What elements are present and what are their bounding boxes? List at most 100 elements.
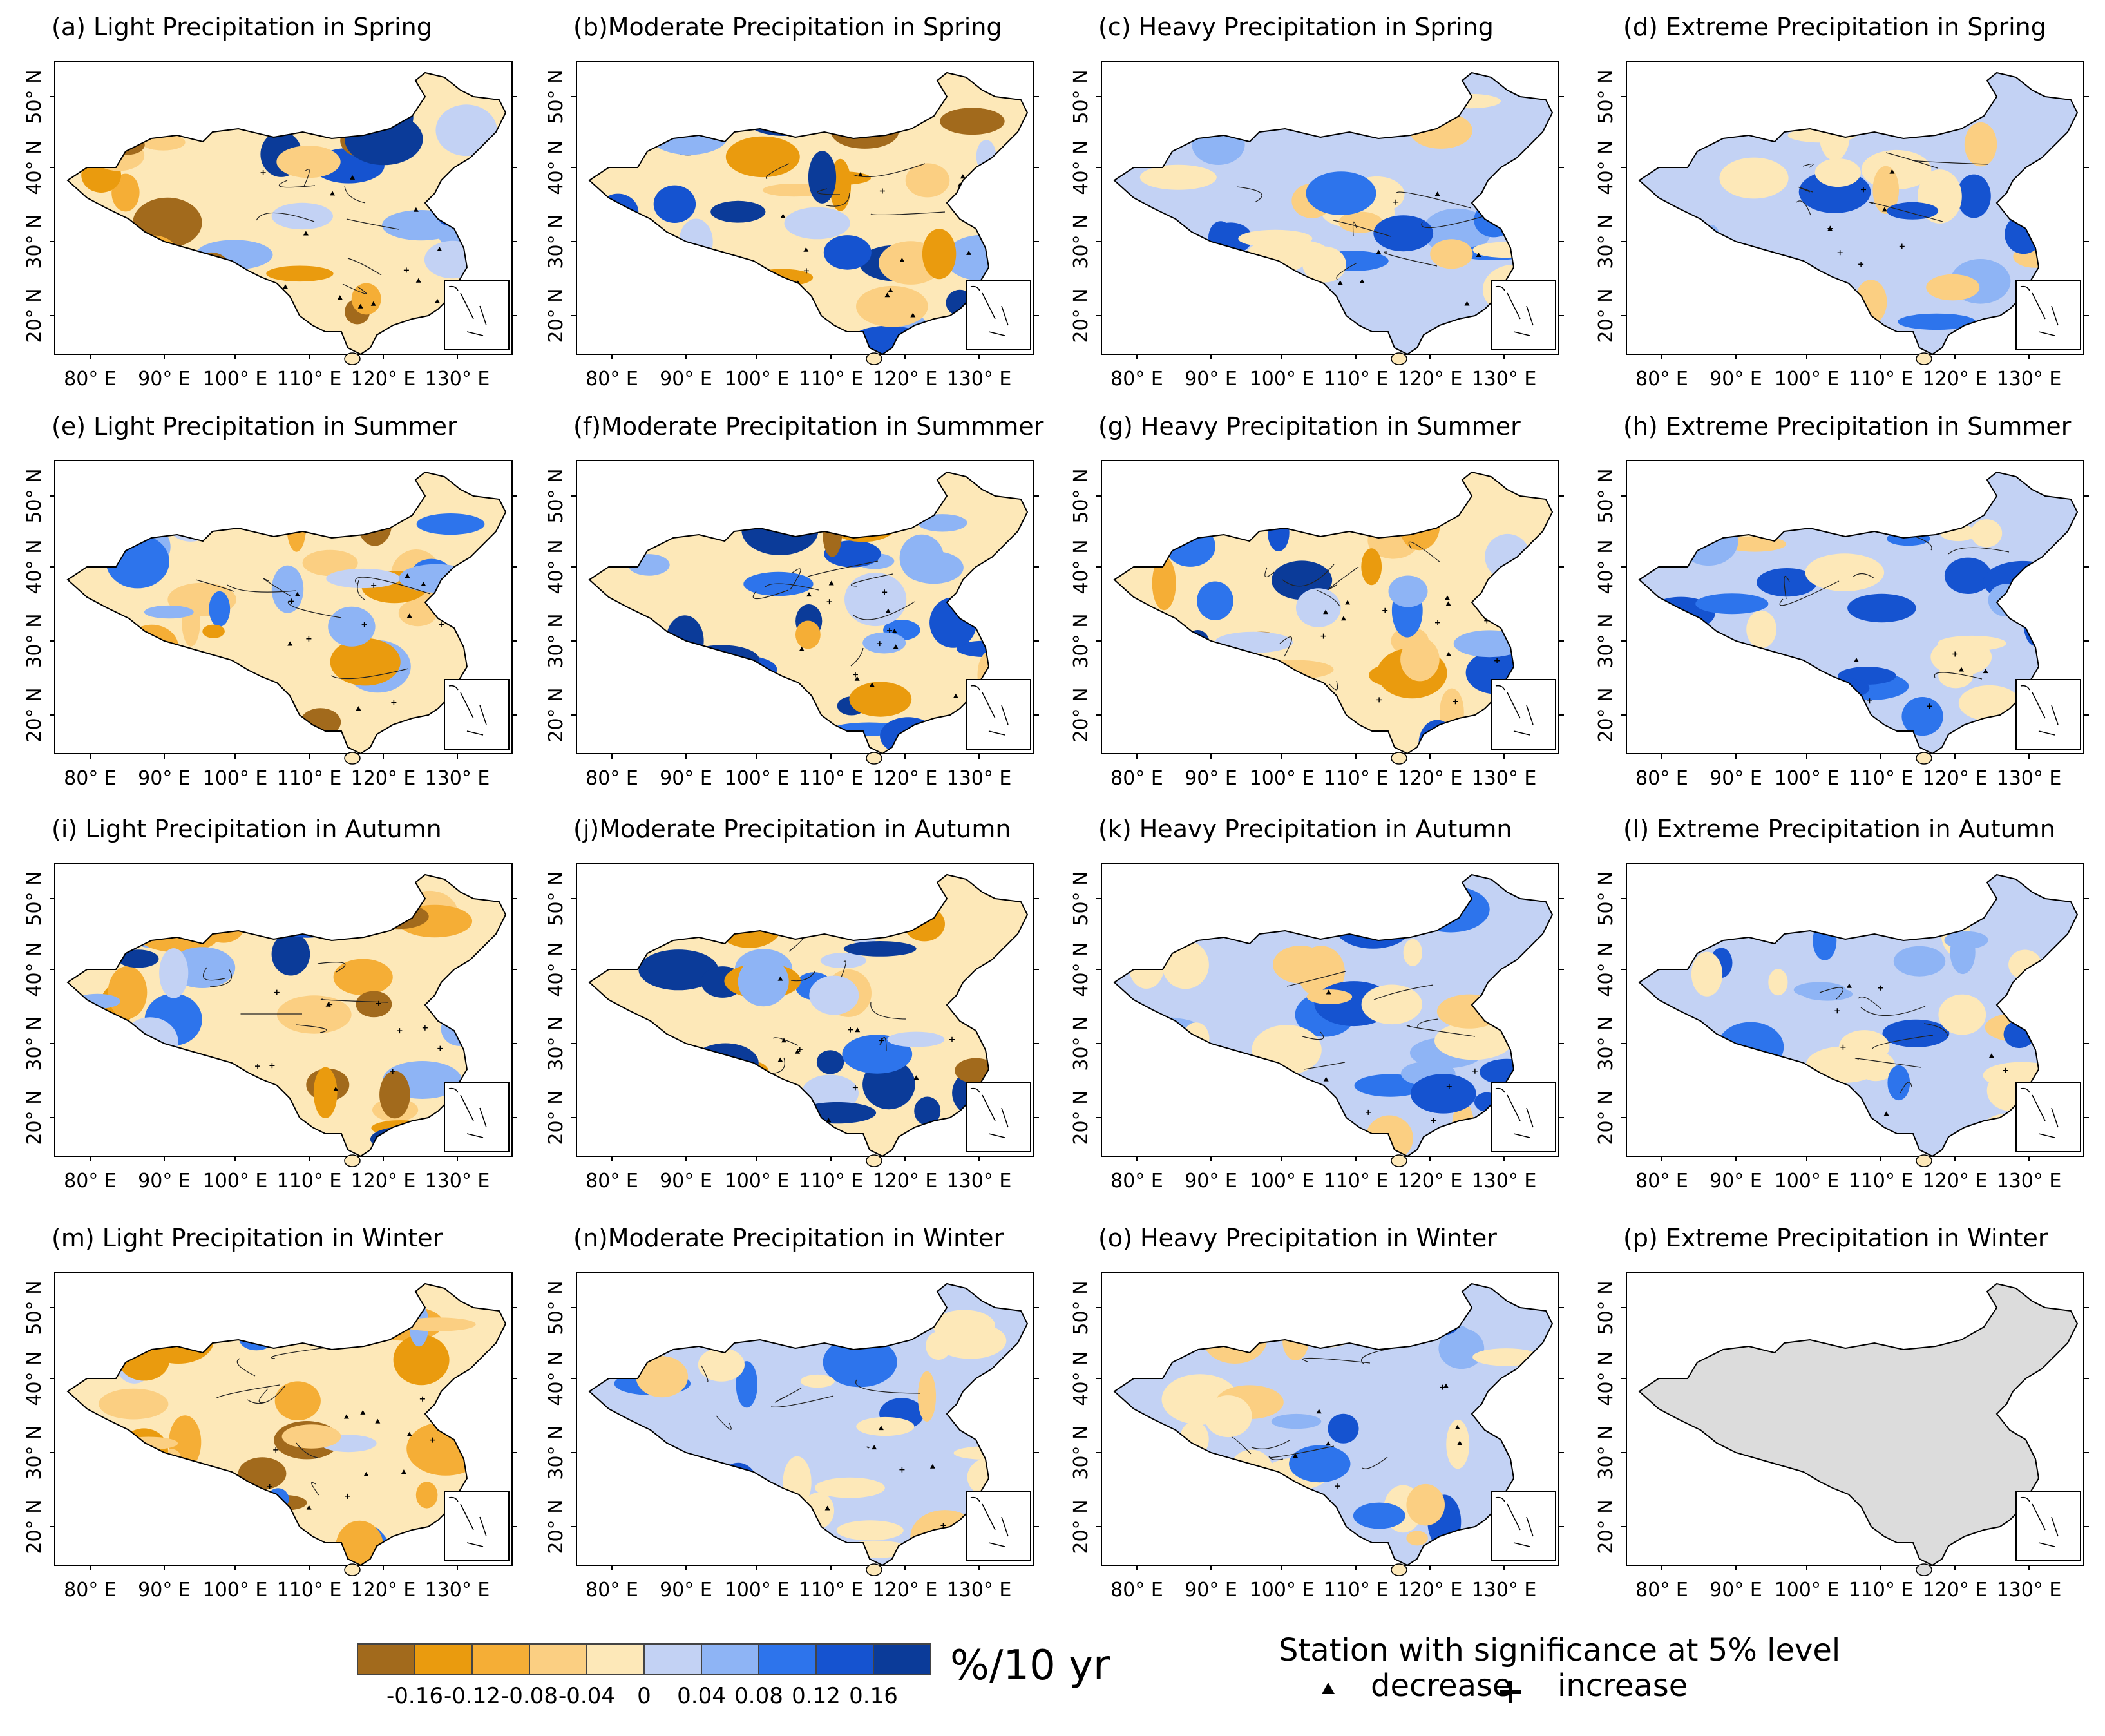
south-china-sea-inset	[1491, 1082, 1556, 1152]
province-boundary	[850, 647, 864, 667]
lon-label: 100° E	[203, 1170, 268, 1192]
inset-frame	[444, 1491, 510, 1561]
decrease-station-marker	[857, 172, 863, 177]
lon-label: 100° E	[725, 1579, 790, 1601]
lon-label: 120° E	[1398, 1579, 1463, 1601]
lon-label: 100° E	[1775, 767, 1840, 790]
province-boundary	[1421, 213, 1493, 229]
lon-label: 80° E	[586, 1170, 638, 1192]
province-boundary	[209, 968, 233, 987]
increase-station-marker	[391, 700, 397, 705]
decrease-station-marker	[1443, 1383, 1449, 1388]
province-boundary	[1406, 1025, 1476, 1037]
trend-patch	[899, 534, 944, 582]
trend-patch	[117, 949, 159, 968]
lat-label: 40° N	[1070, 539, 1092, 594]
inset-frame	[444, 280, 510, 350]
lat-label: 20° N	[23, 687, 46, 742]
hainan-island	[1916, 352, 1932, 365]
trend-patch	[1887, 1065, 1910, 1101]
south-china-sea-inset	[966, 679, 1031, 750]
increase-station-marker	[1435, 620, 1440, 625]
trend-patch	[1306, 171, 1376, 215]
province-boundary	[1270, 1458, 1284, 1460]
lon-label: 80° E	[1635, 767, 1688, 790]
province-boundary	[1948, 547, 2010, 555]
trend-patch	[1793, 982, 1846, 998]
hainan-island	[866, 1154, 882, 1167]
colorbar: -0.16 -0.12 -0.08 -0.04 0 0.04 0.08 0.12 0.16 %/1…	[357, 1642, 1110, 1709]
decrease-station-marker	[899, 258, 905, 262]
inset-frame	[1491, 1082, 1556, 1152]
decrease-station-marker	[929, 1464, 935, 1469]
decrease-station-marker	[891, 628, 897, 633]
trend-patch	[1263, 240, 1329, 263]
colorbar-tick-label: -0.08	[501, 1683, 558, 1709]
trend-patch	[274, 1381, 321, 1420]
map-panel-f: (f)Moderate Precipitation in Summmer 20° …	[545, 412, 1044, 790]
increase-station-marker	[1453, 699, 1458, 705]
decrease-station-marker	[363, 1471, 369, 1476]
map-panel-m: (m) Light Precipitation in Winter 20° N 30…	[23, 1224, 517, 1601]
colorbar-tick-label: 0.16	[849, 1683, 898, 1709]
trend-patch	[435, 104, 497, 157]
province-boundary	[1854, 1058, 1921, 1068]
province-boundary	[227, 584, 297, 593]
trend-patch	[1400, 637, 1440, 682]
increase-station-marker	[1878, 985, 1883, 991]
lon-label: 110° E	[277, 1170, 342, 1192]
lon-label: 100° E	[203, 767, 268, 790]
trend-patch	[725, 136, 800, 178]
decrease-station-marker	[803, 247, 809, 252]
trend-patch	[808, 151, 837, 204]
increase-station-marker	[1899, 243, 1905, 249]
lon-label: 90° E	[1710, 368, 1762, 390]
lon-label: 90° E	[660, 368, 712, 390]
decrease-station-marker	[356, 706, 361, 711]
south-china-sea-inset	[966, 280, 1031, 350]
panel-title: (g) Heavy Precipitation in Summer	[1098, 412, 1521, 441]
province-boundary	[1303, 1062, 1346, 1070]
trend-patch	[1805, 1046, 1882, 1083]
inset-islands	[970, 1087, 1009, 1138]
province-boundary	[256, 212, 315, 222]
map-panel-i: (i) Light Precipitation in Autumn 20° N 30…	[23, 815, 517, 1192]
map-panel-g: (g) Heavy Precipitation in Summer 20° N 30…	[1070, 412, 1564, 790]
increase-station-marker	[1927, 703, 1932, 709]
increase-station-marker	[289, 598, 294, 604]
trend-patch	[209, 591, 231, 627]
increase-station-marker	[1366, 1109, 1371, 1115]
lon-label: 80° E	[1110, 767, 1163, 790]
hainan-island	[344, 1563, 361, 1576]
lat-label: 50° N	[545, 1280, 567, 1335]
increase-station-marker	[345, 1493, 350, 1499]
lon-label: 90° E	[1185, 368, 1237, 390]
trend-patch	[281, 1424, 341, 1449]
trend-patch	[1872, 166, 1900, 214]
lat-label: 50° N	[23, 871, 46, 926]
decrease-station-marker	[1323, 1076, 1329, 1082]
lat-label: 30° N	[545, 613, 567, 668]
lon-label: 120° E	[873, 368, 938, 390]
lon-label: 100° E	[1250, 368, 1315, 390]
increase-station-marker	[899, 1467, 905, 1473]
decrease-station-marker	[413, 207, 419, 212]
province-boundary	[1279, 636, 1293, 657]
decrease-station-marker	[1323, 609, 1329, 615]
inset-frame	[2015, 1082, 2081, 1152]
decrease-station-marker	[1854, 658, 1859, 662]
decrease-station-marker	[888, 287, 893, 292]
province-boundary	[770, 1395, 834, 1407]
panel-title: (h) Extreme Precipitation in Summer	[1623, 412, 2072, 441]
decrease-station-marker	[283, 284, 288, 289]
lat-label: 50° N	[1595, 69, 1617, 124]
panel-title: (m) Light Precipitation in Winter	[52, 1224, 443, 1252]
trend-patch	[108, 966, 148, 1019]
province-boundary	[287, 600, 342, 618]
lon-label: 110° E	[1324, 767, 1389, 790]
decrease-station-marker	[826, 1118, 832, 1123]
south-china-sea-inset	[2015, 1082, 2081, 1152]
map-panel-h: (h) Extreme Precipitation in Summer 20° N…	[1595, 412, 2089, 790]
lat-label: 20° N	[545, 1090, 567, 1145]
decrease-station-marker	[306, 1505, 312, 1510]
